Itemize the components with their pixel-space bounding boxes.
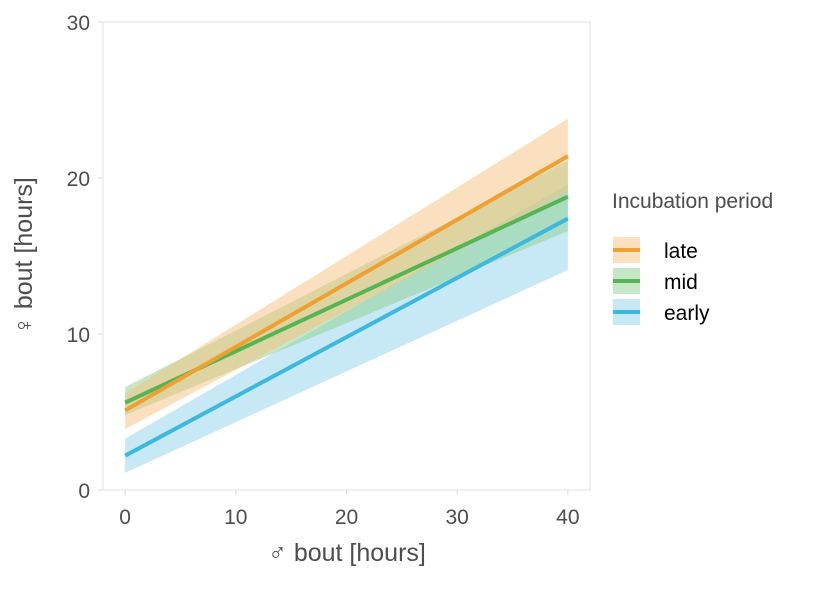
- legend-label-late: late: [664, 240, 698, 263]
- y-tick-label: 20: [67, 168, 90, 191]
- y-tick-label: 10: [67, 324, 90, 347]
- legend-label-mid: mid: [664, 271, 698, 294]
- legend-label-early: early: [664, 302, 710, 325]
- y-tick-label: 0: [78, 480, 90, 503]
- y-tick-label: 30: [67, 12, 90, 35]
- x-axis-ticks: 0 10 20 30 40: [119, 490, 580, 529]
- series-line-early: [124, 216, 569, 458]
- series-line-late: [124, 154, 569, 413]
- plot-area: [102, 21, 591, 491]
- x-tick-label: 40: [556, 506, 579, 529]
- x-tick-label: 0: [119, 506, 131, 529]
- x-axis-title: ♂ bout [hours]: [268, 539, 426, 567]
- x-tick-label: 30: [446, 506, 469, 529]
- legend: Incubation period late mid early: [612, 190, 773, 325]
- x-tick-label: 20: [335, 506, 358, 529]
- legend-title: Incubation period: [612, 190, 773, 213]
- y-axis-title: ♀ bout [hours]: [10, 177, 38, 335]
- x-tick-label: 10: [224, 506, 247, 529]
- y-axis-ticks: 0 10 20 30: [67, 12, 103, 503]
